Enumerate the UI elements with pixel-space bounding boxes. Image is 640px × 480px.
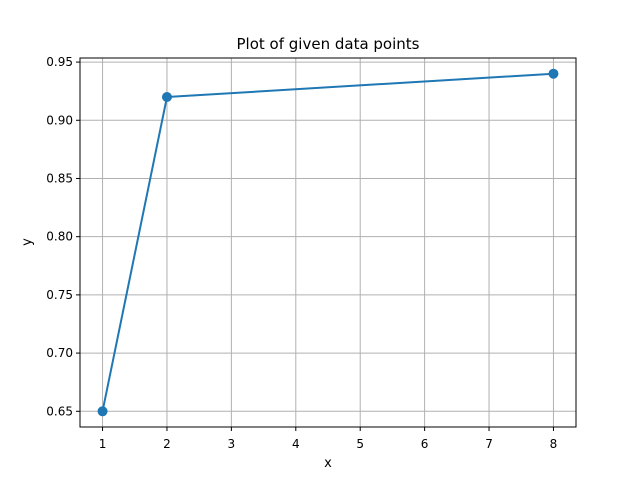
plot-frame	[79, 57, 577, 428]
x-tick-label: 3	[228, 437, 236, 451]
x-tick-label: 6	[421, 437, 429, 451]
chart-title: Plot of given data points	[237, 35, 420, 53]
data-point	[161, 91, 172, 102]
y-tick-label: 0.65	[46, 404, 73, 418]
x-tick-label: 2	[163, 437, 171, 451]
x-tick-label: 4	[292, 437, 300, 451]
y-axis-ticks: 0.65 0.70 0.75 0.80 0.85 0.90 0.95	[46, 55, 80, 418]
y-axis-label: y	[20, 238, 35, 246]
y-tick-label: 0.80	[46, 230, 73, 244]
series-layer	[97, 68, 559, 417]
x-tick-label: 7	[485, 437, 493, 451]
data-point	[548, 68, 559, 79]
plot-area-background	[80, 58, 576, 427]
x-axis-ticks: 1 2 3 4 5 6 7 8	[99, 427, 558, 451]
x-tick-label: 8	[550, 437, 558, 451]
y-tick-label: 0.70	[46, 346, 73, 360]
x-tick-label: 5	[356, 437, 364, 451]
x-axis-label: x	[324, 456, 332, 471]
x-tick-label: 1	[99, 437, 107, 451]
y-tick-label: 0.95	[46, 55, 73, 69]
grid-lines	[80, 58, 576, 427]
y-tick-label: 0.75	[46, 288, 73, 302]
data-point	[97, 406, 108, 417]
y-tick-label: 0.85	[46, 171, 73, 185]
y-tick-label: 0.90	[46, 113, 73, 127]
